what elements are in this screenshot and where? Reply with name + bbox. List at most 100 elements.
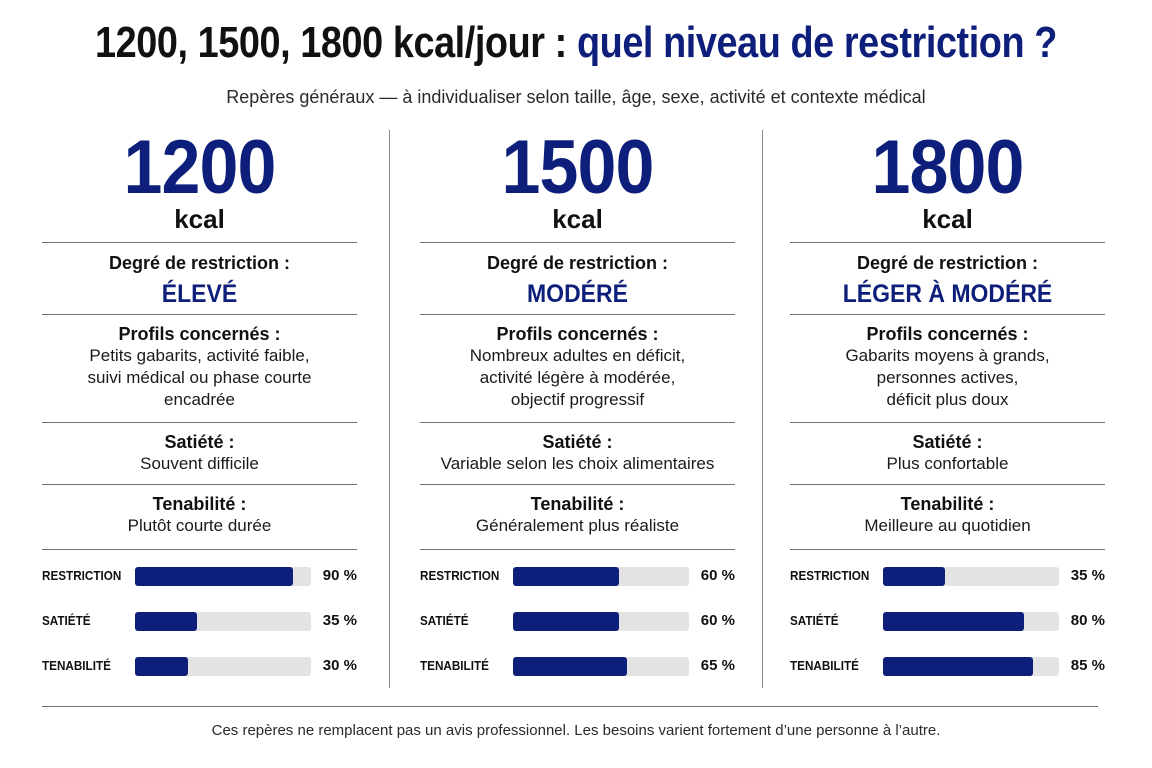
bar-row: SATIÉTÉ 35 % [42,611,357,656]
restriction-label: Degré de restriction : [108,253,291,273]
restriction-level: MODÉRÉ [527,280,628,308]
bar-fill [883,567,945,586]
satiety-section: Satiété : Souvent difficile [42,423,357,484]
bar-row: TENABILITÉ 30 % [42,656,357,701]
bar-value-label: 60 % [700,567,735,584]
bar-value-label: 60 % [700,612,735,629]
bar-category-label: TENABILITÉ [420,658,489,673]
profiles-section: Profils concernés : Gabarits moyens à gr… [790,315,1105,422]
kcal-unit: kcal [922,204,973,234]
column-1500: 1500 kcal Degré de restriction : MODÉRÉ … [420,128,735,701]
bar-value-label: 80 % [1070,612,1105,629]
tenability-label: Tenabilité : [900,494,995,514]
bar-track [513,567,689,586]
satiety-label: Satiété : [912,432,983,452]
kcal-unit: kcal [174,204,225,234]
kcal-unit: kcal [552,204,603,234]
title-part-2: quel niveau de restriction ? [576,18,1057,67]
page-subtitle: Repères généraux — à individualiser selo… [226,87,926,107]
bar-value-label: 85 % [1070,657,1105,674]
bar-category-label: RESTRICTION [420,568,500,583]
satiety-value: Souvent difficile [140,454,259,473]
tenability-label: Tenabilité : [530,494,625,514]
bar-value-label: 35 % [1070,567,1105,584]
bar-track [513,657,689,676]
bar-value-label: 35 % [322,612,357,629]
bar-row: TENABILITÉ 85 % [790,656,1105,701]
restriction-level: LÉGER À MODÉRÉ [842,280,1053,308]
divider [790,242,1105,243]
bar-fill [513,612,619,631]
tenability-value: Meilleure au quotidien [864,516,1031,535]
column-divider [762,130,763,688]
bar-fill [135,612,197,631]
tenability-label: Tenabilité : [152,494,247,514]
profiles-line: Petits gabarits, activité faible, [89,346,310,365]
divider [420,314,735,315]
kcal-number: 1800 [871,125,1025,210]
tenability-section: Tenabilité : Généralement plus réaliste [420,485,735,549]
restriction-label: Degré de restriction : [486,253,669,273]
bar-track [883,567,1059,586]
bar-row: RESTRICTION 90 % [42,566,357,611]
profiles-line: activité légère à modérée, [479,368,676,387]
divider [42,314,357,315]
bar-value-label: 30 % [322,657,357,674]
profiles-label: Profils concernés : [118,324,281,344]
profiles-line: encadrée [164,390,235,409]
tenability-section: Tenabilité : Plutôt courte durée [42,485,357,549]
profiles-line: Gabarits moyens à grands, [845,346,1050,365]
bar-group: RESTRICTION 90 % SATIÉTÉ 35 % TENABILITÉ 30 % [42,566,357,701]
restriction-section: Degré de restriction : MODÉRÉ [420,243,735,314]
profiles-line: suivi médical ou phase courte [87,368,312,387]
bar-fill [513,657,628,676]
profiles-label: Profils concernés : [496,324,659,344]
profiles-line: personnes actives, [876,368,1019,387]
bar-row: SATIÉTÉ 60 % [420,611,735,656]
bar-track [883,657,1059,676]
divider [420,549,735,550]
bar-track [513,612,689,631]
divider [790,422,1105,423]
bar-category-label: TENABILITÉ [42,658,111,673]
bar-fill [883,657,1033,676]
kcal-number: 1500 [501,125,655,210]
tenability-section: Tenabilité : Meilleure au quotidien [790,485,1105,549]
restriction-section: Degré de restriction : ÉLEVÉ [42,243,357,314]
bar-category-label: RESTRICTION [42,568,122,583]
bar-category-label: SATIÉTÉ [790,613,839,628]
divider [790,314,1105,315]
bar-fill [513,567,619,586]
bar-track [883,612,1059,631]
bar-value-label: 90 % [322,567,357,584]
bar-group: RESTRICTION 35 % SATIÉTÉ 80 % TENABILITÉ 85 % [790,566,1105,701]
bar-row: RESTRICTION 60 % [420,566,735,611]
satiety-label: Satiété : [542,432,613,452]
bar-fill [883,612,1024,631]
bar-track [135,612,311,631]
kcal-number: 1200 [123,125,277,210]
column-1800: 1800 kcal Degré de restriction : LÉGER À… [790,128,1105,701]
bar-row: TENABILITÉ 65 % [420,656,735,701]
restriction-level: ÉLEVÉ [161,280,238,308]
satiety-section: Satiété : Variable selon les choix alime… [420,423,735,484]
bar-fill [135,657,188,676]
divider [42,242,357,243]
divider [790,484,1105,485]
bar-category-label: TENABILITÉ [790,658,859,673]
bar-row: RESTRICTION 35 % [790,566,1105,611]
profiles-section: Profils concernés : Nombreux adultes en … [420,315,735,422]
bar-category-label: SATIÉTÉ [42,613,91,628]
divider [420,242,735,243]
satiety-value: Variable selon les choix alimentaires [440,454,715,473]
satiety-value: Plus confortable [886,454,1009,473]
bar-category-label: RESTRICTION [790,568,870,583]
bar-category-label: SATIÉTÉ [420,613,469,628]
bar-track [135,657,311,676]
footer-note: Ces repères ne remplacent pas un avis pr… [211,722,941,739]
restriction-label: Degré de restriction : [856,253,1039,273]
bar-row: SATIÉTÉ 80 % [790,611,1105,656]
restriction-section: Degré de restriction : LÉGER À MODÉRÉ [790,243,1105,314]
divider [42,422,357,423]
bar-group: RESTRICTION 60 % SATIÉTÉ 60 % TENABILITÉ 65 % [420,566,735,701]
